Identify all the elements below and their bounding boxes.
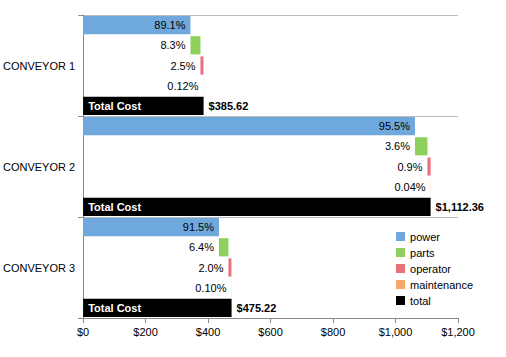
svg-text:6.4%: 6.4% <box>189 241 214 253</box>
svg-text:2.5%: 2.5% <box>170 60 195 72</box>
svg-text:Total Cost: Total Cost <box>88 201 141 213</box>
svg-text:CONVEYOR 3: CONVEYOR 3 <box>3 262 75 274</box>
svg-text:Total Cost: Total Cost <box>88 302 141 314</box>
svg-text:$1,112.36: $1,112.36 <box>436 201 484 213</box>
svg-text:91.5%: 91.5% <box>183 221 214 233</box>
svg-text:$600: $600 <box>258 326 282 338</box>
svg-text:95.5%: 95.5% <box>379 120 410 132</box>
svg-text:$0: $0 <box>77 326 89 338</box>
svg-text:8.3%: 8.3% <box>160 39 185 51</box>
svg-text:$475.22: $475.22 <box>237 302 277 314</box>
svg-text:89.1%: 89.1% <box>154 19 185 31</box>
svg-text:maintenance: maintenance <box>410 279 473 291</box>
svg-text:$1,200: $1,200 <box>441 326 475 338</box>
svg-text:$1,000: $1,000 <box>379 326 413 338</box>
svg-text:0.9%: 0.9% <box>397 161 422 173</box>
svg-text:0.12%: 0.12% <box>167 80 198 92</box>
svg-text:CONVEYOR 1: CONVEYOR 1 <box>3 60 75 72</box>
svg-text:Total Cost: Total Cost <box>88 100 141 112</box>
svg-text:$800: $800 <box>321 326 345 338</box>
svg-text:CONVEYOR 2: CONVEYOR 2 <box>3 161 75 173</box>
svg-text:operator: operator <box>410 263 451 275</box>
svg-text:power: power <box>410 231 440 243</box>
svg-text:2.0%: 2.0% <box>198 262 223 274</box>
svg-text:0.04%: 0.04% <box>394 181 425 193</box>
svg-text:$400: $400 <box>196 326 220 338</box>
svg-text:total: total <box>410 295 431 307</box>
svg-text:parts: parts <box>410 247 435 259</box>
svg-text:$385.62: $385.62 <box>209 100 249 112</box>
svg-text:0.10%: 0.10% <box>195 282 226 294</box>
svg-text:$200: $200 <box>133 326 157 338</box>
svg-text:3.6%: 3.6% <box>385 140 410 152</box>
